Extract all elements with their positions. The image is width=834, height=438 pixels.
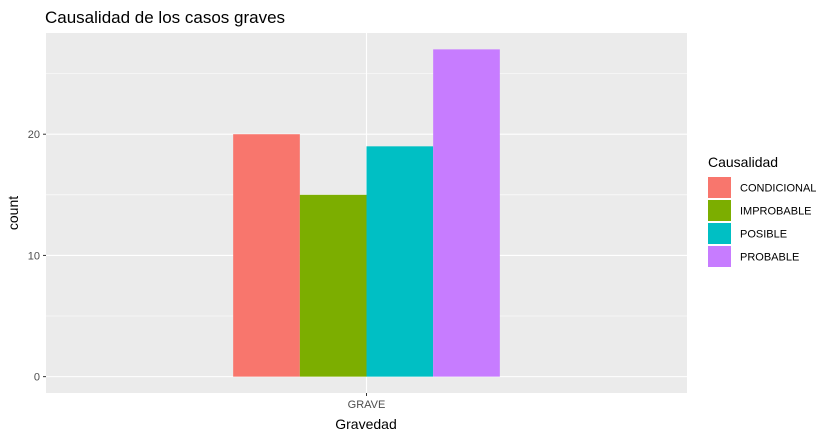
bar-posible [366, 146, 434, 377]
chart-title: Causalidad de los casos graves [45, 8, 285, 27]
legend-key-condicional [708, 177, 731, 198]
legend-label-posible: POSIBLE [740, 229, 787, 241]
legend-items: CONDICIONAL IMPROBABLE POSIBLE PROBABLE [708, 177, 816, 267]
x-tick-label: GRAVE [348, 399, 386, 411]
legend-label-improbable: IMPROBABLE [740, 206, 812, 218]
y-tick-label: 10 [28, 250, 40, 262]
legend-key-probable [708, 246, 731, 267]
legend-title: Causalidad [708, 154, 778, 170]
y-tick-label: 0 [34, 372, 40, 384]
bar-probable [433, 49, 500, 377]
y-tick-label: 20 [28, 129, 40, 141]
x-axis-ticks: GRAVE [348, 393, 386, 411]
legend: Causalidad CONDICIONAL IMPROBABLE POSIBLE P… [708, 154, 816, 267]
bars-group [233, 49, 500, 377]
bar-condicional [233, 134, 300, 377]
y-axis-title: count [5, 196, 21, 230]
legend-label-condicional: CONDICIONAL [740, 183, 816, 195]
bar-improbable [299, 194, 367, 377]
legend-key-improbable [708, 200, 731, 221]
legend-key-posible [708, 223, 731, 244]
x-axis-title: Gravedad [335, 416, 396, 432]
y-axis-ticks: 0 10 20 [28, 129, 46, 384]
legend-label-probable: PROBABLE [740, 252, 799, 264]
